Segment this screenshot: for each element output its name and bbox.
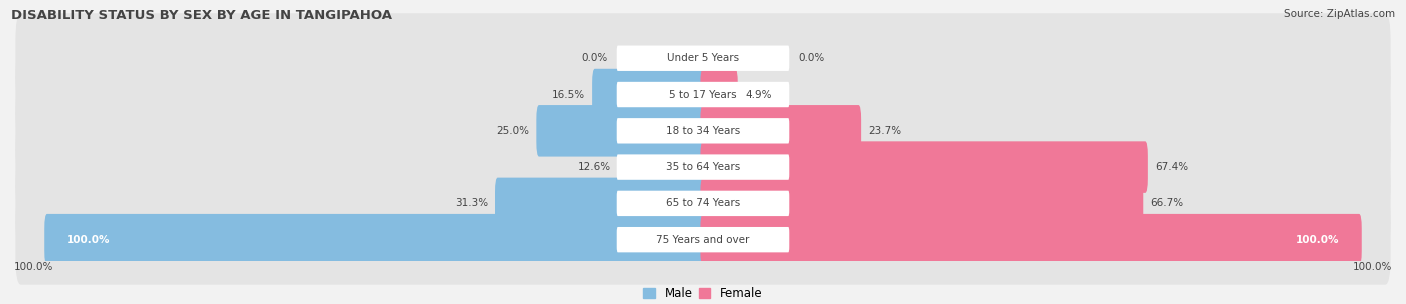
FancyBboxPatch shape (700, 214, 1362, 265)
Text: 35 to 64 Years: 35 to 64 Years (666, 162, 740, 172)
Text: 23.7%: 23.7% (869, 126, 901, 136)
Text: 67.4%: 67.4% (1156, 162, 1188, 172)
FancyBboxPatch shape (15, 122, 1391, 212)
FancyBboxPatch shape (617, 227, 789, 252)
FancyBboxPatch shape (536, 105, 706, 157)
Text: DISABILITY STATUS BY SEX BY AGE IN TANGIPAHOA: DISABILITY STATUS BY SEX BY AGE IN TANGI… (11, 9, 392, 22)
FancyBboxPatch shape (15, 195, 1391, 285)
Text: 0.0%: 0.0% (799, 53, 824, 63)
Text: 0.0%: 0.0% (582, 53, 607, 63)
FancyBboxPatch shape (617, 141, 706, 193)
FancyBboxPatch shape (617, 82, 789, 107)
FancyBboxPatch shape (617, 191, 789, 216)
Text: 100.0%: 100.0% (1296, 235, 1340, 245)
FancyBboxPatch shape (15, 13, 1391, 103)
Text: 18 to 34 Years: 18 to 34 Years (666, 126, 740, 136)
FancyBboxPatch shape (495, 178, 706, 229)
FancyBboxPatch shape (44, 214, 706, 265)
Text: 75 Years and over: 75 Years and over (657, 235, 749, 245)
Text: 100.0%: 100.0% (66, 235, 110, 245)
Text: Under 5 Years: Under 5 Years (666, 53, 740, 63)
Text: 16.5%: 16.5% (551, 90, 585, 99)
Text: 12.6%: 12.6% (578, 162, 610, 172)
Text: 100.0%: 100.0% (14, 262, 53, 272)
FancyBboxPatch shape (617, 118, 789, 143)
Text: Source: ZipAtlas.com: Source: ZipAtlas.com (1284, 9, 1395, 19)
FancyBboxPatch shape (15, 158, 1391, 248)
FancyBboxPatch shape (700, 178, 1143, 229)
FancyBboxPatch shape (700, 105, 860, 157)
FancyBboxPatch shape (15, 50, 1391, 140)
Text: 5 to 17 Years: 5 to 17 Years (669, 90, 737, 99)
Text: 25.0%: 25.0% (496, 126, 529, 136)
FancyBboxPatch shape (617, 46, 789, 71)
FancyBboxPatch shape (700, 141, 1147, 193)
Text: 31.3%: 31.3% (454, 199, 488, 208)
Text: 4.9%: 4.9% (745, 90, 772, 99)
Legend: Male, Female: Male, Female (638, 283, 768, 304)
FancyBboxPatch shape (700, 69, 738, 120)
FancyBboxPatch shape (15, 86, 1391, 176)
Text: 66.7%: 66.7% (1150, 199, 1184, 208)
Text: 100.0%: 100.0% (1353, 262, 1392, 272)
Text: 65 to 74 Years: 65 to 74 Years (666, 199, 740, 208)
FancyBboxPatch shape (592, 69, 706, 120)
FancyBboxPatch shape (617, 154, 789, 180)
